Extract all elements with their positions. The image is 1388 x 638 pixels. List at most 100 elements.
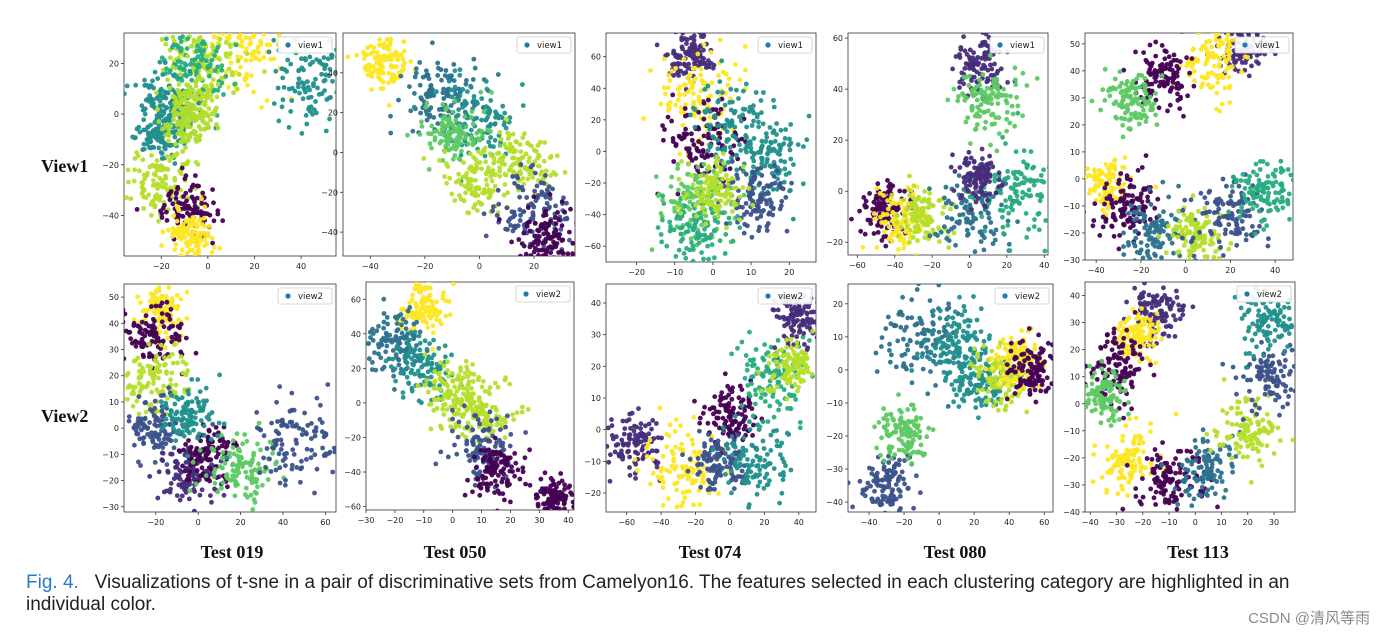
scatter-point bbox=[1205, 28, 1210, 33]
scatter-point bbox=[986, 215, 992, 221]
scatter-point bbox=[522, 166, 528, 171]
scatter-point bbox=[182, 67, 187, 73]
scatter-point bbox=[195, 43, 200, 48]
scatter-point bbox=[500, 103, 506, 109]
scatter-point bbox=[725, 177, 731, 183]
scatter-point bbox=[912, 224, 918, 230]
scatter-point bbox=[187, 23, 192, 28]
scatter-point bbox=[1220, 253, 1226, 258]
scatter-point bbox=[989, 66, 995, 72]
scatter-point bbox=[1220, 176, 1226, 182]
scatter-point bbox=[1031, 164, 1037, 170]
scatter-point bbox=[936, 225, 941, 231]
scatter-point bbox=[389, 64, 395, 70]
scatter-point bbox=[689, 240, 694, 245]
scatter-point bbox=[1125, 240, 1131, 245]
scatter-point bbox=[532, 221, 538, 226]
scatter-point bbox=[1168, 62, 1174, 68]
scatter-point bbox=[494, 112, 500, 117]
scatter-point bbox=[698, 72, 703, 78]
scatter-point bbox=[1157, 83, 1162, 89]
scatter-point bbox=[502, 182, 508, 187]
scatter-point bbox=[224, 35, 230, 41]
scatter-point bbox=[446, 78, 452, 84]
scatter-point bbox=[266, 49, 272, 55]
scatter-point bbox=[1191, 83, 1197, 89]
scatter-point bbox=[970, 91, 975, 97]
scatter-point bbox=[564, 216, 570, 222]
scatter-point bbox=[994, 85, 1000, 91]
scatter-point bbox=[530, 202, 536, 208]
scatter-point bbox=[781, 179, 787, 185]
scatter-point bbox=[1177, 59, 1183, 64]
scatter-point bbox=[734, 167, 740, 173]
scatter-point bbox=[778, 127, 784, 133]
scatter-point bbox=[1146, 81, 1152, 87]
scatter-point bbox=[1175, 91, 1180, 97]
scatter-point bbox=[1000, 134, 1005, 140]
scatter-point bbox=[718, 106, 724, 112]
scatter-point bbox=[1134, 196, 1140, 201]
scatter-point bbox=[724, 225, 729, 231]
scatter-point bbox=[974, 97, 980, 103]
scatter-point bbox=[984, 85, 990, 91]
scatter-point bbox=[669, 118, 674, 124]
scatter-point bbox=[708, 232, 714, 238]
scatter-point bbox=[1015, 219, 1020, 225]
scatter-point bbox=[658, 211, 664, 216]
scatter-point bbox=[458, 182, 464, 187]
scatter-point bbox=[223, 40, 229, 45]
scatter-point bbox=[532, 147, 537, 153]
scatter-point bbox=[689, 173, 694, 179]
scatter-point bbox=[742, 44, 748, 49]
scatter-point bbox=[457, 140, 463, 146]
scatter-point bbox=[1216, 44, 1222, 49]
scatter-point bbox=[1183, 224, 1189, 230]
scatter-point bbox=[157, 194, 163, 200]
scatter-point bbox=[1140, 255, 1146, 260]
y-tick-label: 0 bbox=[596, 147, 601, 156]
scatter-point bbox=[1147, 186, 1152, 192]
scatter-point bbox=[1134, 216, 1140, 222]
scatter-point bbox=[1136, 96, 1141, 102]
scatter-point bbox=[982, 235, 987, 241]
scatter-point bbox=[124, 91, 127, 97]
scatter-point bbox=[1014, 95, 1019, 100]
y-tick-label: 20 bbox=[109, 59, 119, 68]
scatter-point bbox=[1024, 83, 1030, 88]
scatter-point bbox=[195, 162, 201, 167]
scatter-point bbox=[720, 90, 725, 95]
scatter-point bbox=[668, 226, 674, 232]
scatter-point bbox=[725, 82, 731, 88]
scatter-point bbox=[777, 206, 783, 212]
scatter-point bbox=[716, 191, 722, 197]
scatter-point bbox=[178, 46, 184, 51]
x-tick-label: 10 bbox=[746, 268, 756, 277]
plot-frame bbox=[123, 32, 337, 257]
scatter-point bbox=[137, 129, 143, 135]
scatter-point bbox=[470, 142, 476, 148]
scatter-point bbox=[204, 95, 210, 101]
scatter-point bbox=[212, 33, 218, 35]
scatter-point bbox=[137, 168, 142, 174]
scatter-point bbox=[553, 172, 559, 178]
scatter-point bbox=[941, 204, 947, 210]
scatter-point bbox=[1160, 240, 1165, 246]
scatter-point bbox=[484, 182, 490, 188]
scatter-point bbox=[185, 225, 191, 231]
scatter-point bbox=[950, 264, 955, 269]
scatter-point bbox=[239, 39, 245, 44]
scatter-point bbox=[1169, 75, 1175, 81]
scatter-point bbox=[232, 25, 237, 30]
scatter-point bbox=[692, 124, 698, 130]
scatter-point bbox=[1023, 211, 1029, 216]
scatter-point bbox=[704, 174, 710, 180]
scatter-point bbox=[709, 210, 715, 216]
scatter-point bbox=[894, 207, 900, 213]
scatter-point bbox=[1228, 241, 1234, 246]
scatter-point bbox=[684, 37, 690, 42]
y-tick-label: −60 bbox=[584, 242, 601, 251]
scatter-point bbox=[988, 72, 994, 78]
scatter-point bbox=[972, 165, 977, 171]
scatter-point bbox=[258, 42, 264, 47]
